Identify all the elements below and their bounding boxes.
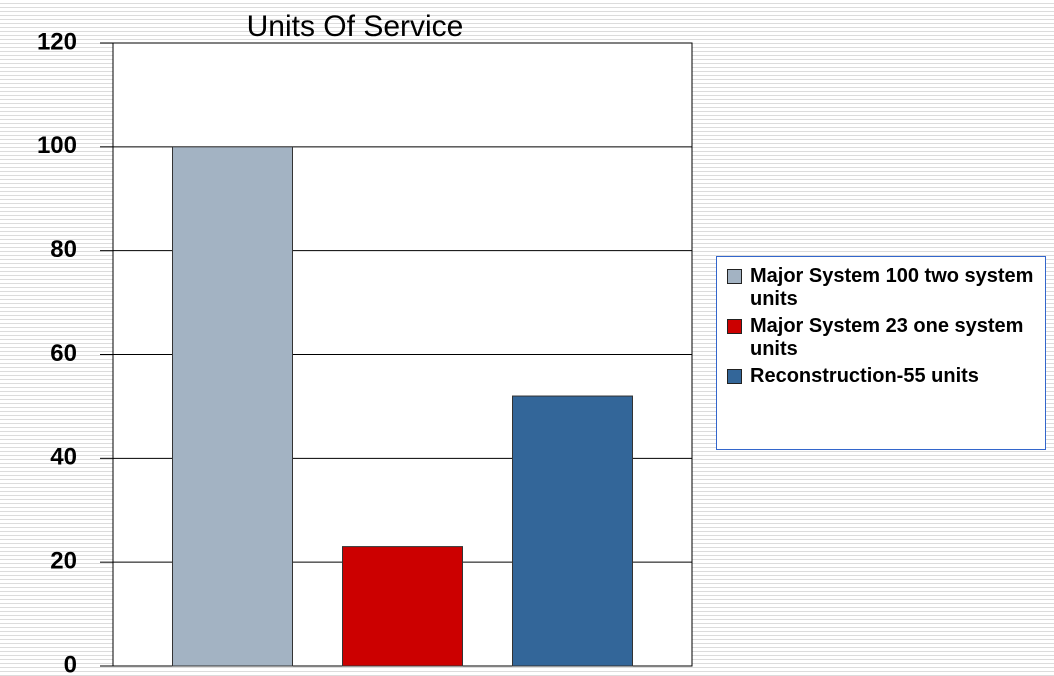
y-tick-label: 80 [50, 236, 77, 263]
legend-swatch [727, 369, 742, 384]
legend-entry: Major System 23 one system units [723, 315, 1039, 361]
y-tick-label: 20 [50, 548, 77, 575]
legend-entry: Reconstruction-55 units [723, 365, 1039, 388]
y-tick-label: 60 [50, 340, 77, 367]
legend: Major System 100 two system units Major S… [716, 256, 1046, 450]
legend-label: Major System 100 two system units [750, 265, 1034, 310]
bar [512, 395, 633, 667]
bar [172, 146, 293, 667]
y-tick-label: 0 [64, 651, 77, 676]
y-tick-label: 40 [50, 444, 77, 471]
legend-label: Major System 23 one system units [750, 315, 1024, 360]
legend-swatch [727, 269, 742, 284]
y-tick-label: 100 [37, 132, 77, 159]
legend-swatch [727, 319, 742, 334]
legend-label: Reconstruction-55 units [750, 365, 979, 387]
chart-title: Units Of Service [247, 10, 464, 43]
y-tick-label: 120 [37, 28, 77, 55]
bar [342, 546, 463, 667]
legend-entry: Major System 100 two system units [723, 265, 1039, 311]
